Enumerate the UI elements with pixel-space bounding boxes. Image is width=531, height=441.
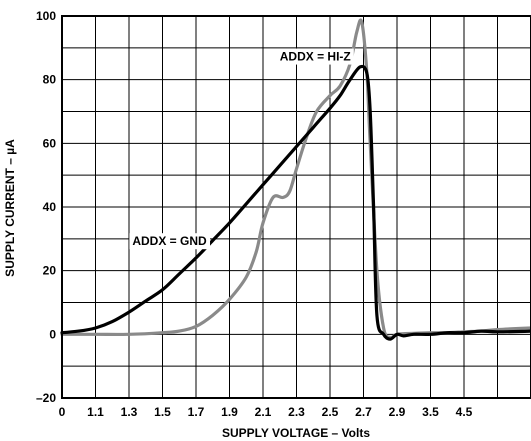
x-tick-label: 2.7	[355, 405, 372, 419]
x-tick-label: 2.1	[255, 405, 272, 419]
y-tick-label: 40	[43, 200, 57, 214]
annotation-label: ADDX = GND	[132, 234, 207, 248]
x-tick-label: 2.3	[288, 405, 305, 419]
x-tick-labels: 0 1.1 1.3 1.5 1.7 1.9 2.1 2.3 2.5 2.7 2.9 3.5 4.5	[59, 405, 473, 419]
x-tick-label: 2.5	[322, 405, 339, 419]
y-tick-label: 0	[49, 327, 56, 341]
x-tick-label: 1.9	[221, 405, 238, 419]
y-tick-label: 100	[36, 9, 56, 23]
x-tick-label: 1.5	[154, 405, 171, 419]
x-axis-title: SUPPLY VOLTAGE – Volts	[222, 426, 370, 440]
y-tick-labels: –20 0 20 40 60 80 100	[36, 9, 56, 405]
annotation-label: ADDX = HI-Z	[280, 50, 351, 64]
y-tick-label: 20	[43, 264, 57, 278]
x-tick-label: 1.3	[121, 405, 138, 419]
series-line-addx-gnd	[60, 64, 531, 341]
plot-frame	[61, 15, 531, 399]
y-tick-label: –20	[36, 391, 56, 405]
y-axis-title: SUPPLY CURRENT – µA	[3, 139, 17, 277]
x-tick-label: 1.1	[87, 405, 104, 419]
y-tick-label: 80	[43, 73, 57, 87]
series-layer	[60, 18, 531, 341]
x-tick-label: 2.9	[389, 405, 406, 419]
annotation-background	[129, 233, 211, 250]
x-tick-label: 3.5	[422, 405, 439, 419]
y-tick-label: 60	[43, 136, 57, 150]
x-tick-label: 1.7	[188, 405, 205, 419]
x-tick-label: 0	[59, 405, 66, 419]
annotation-background	[276, 48, 354, 65]
x-tick-label: 4.5	[456, 405, 473, 419]
annotations: ADDX = HI-Z ADDX = GND	[129, 48, 354, 250]
grid	[62, 16, 531, 398]
